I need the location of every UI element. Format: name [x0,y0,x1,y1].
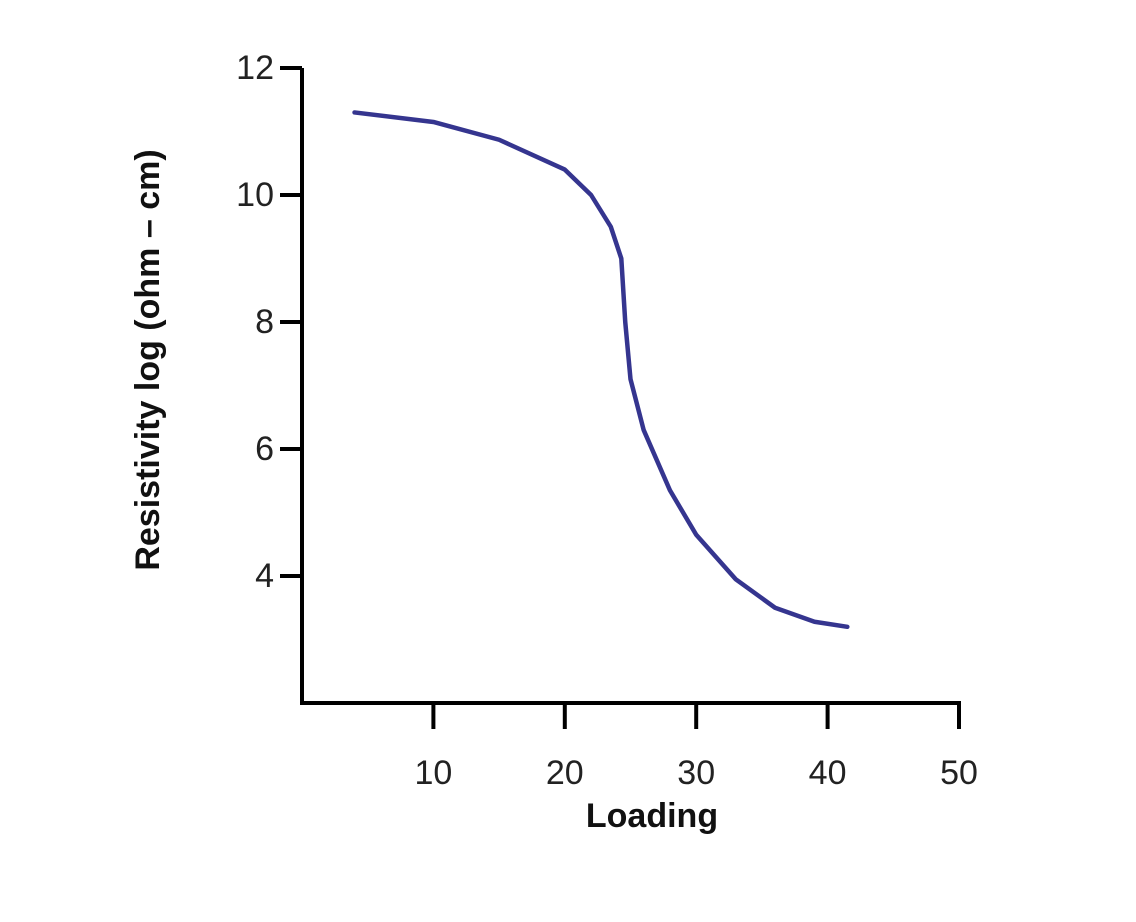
x-axis-label: Loading [586,797,718,835]
y-tick-label: 6 [255,430,274,468]
x-tick-label: 50 [940,754,978,792]
y-tick-label: 10 [236,176,274,214]
y-tick-label: 12 [236,49,274,87]
y-axis-label: Resistivity log (ohm – cm) [129,149,167,570]
x-tick-label: 30 [677,754,715,792]
y-tick-label: 4 [255,557,274,595]
x-tick-label: 10 [414,754,452,792]
x-tick-label: 40 [809,754,847,792]
y-tick-label: 8 [255,303,274,341]
line-series [352,110,850,630]
x-tick-label: 20 [546,754,584,792]
